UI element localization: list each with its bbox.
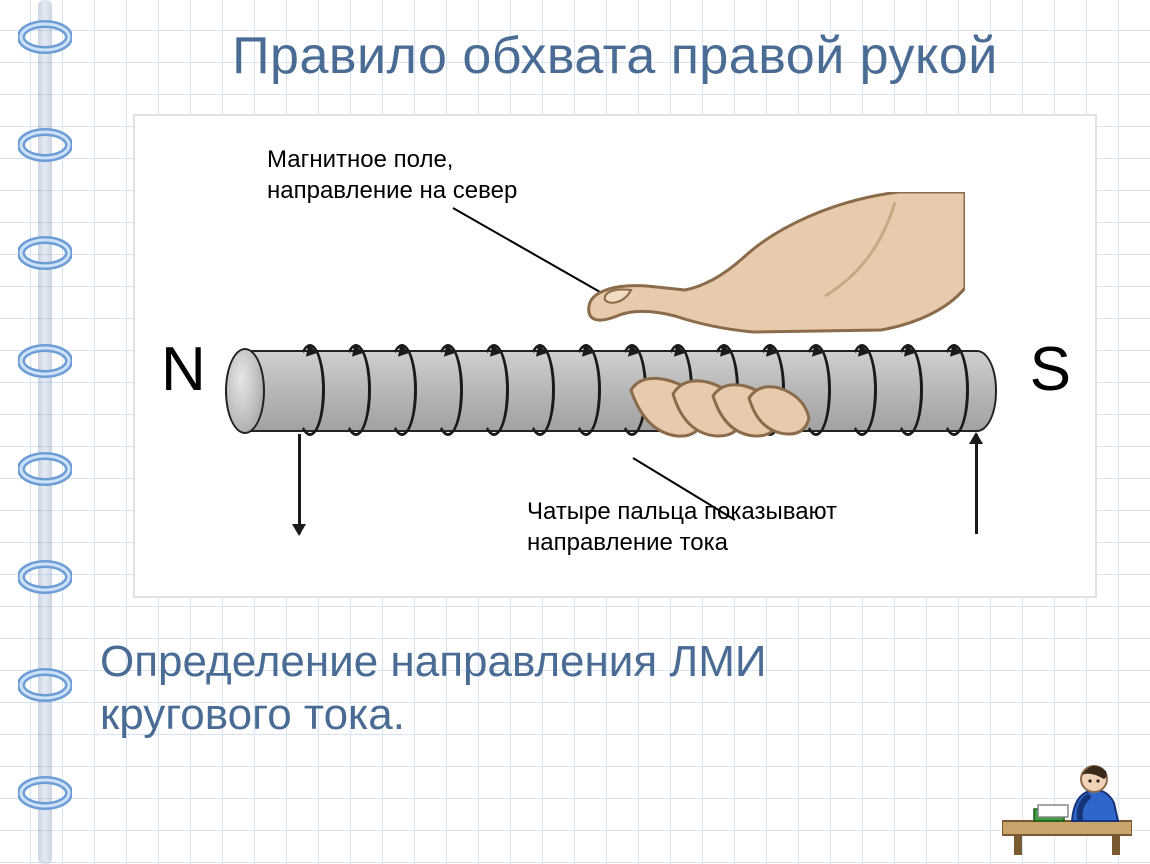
spiral-binding	[18, 0, 72, 864]
right-hand-icon	[565, 192, 965, 452]
caption: Определение направления ЛМИ кругового то…	[100, 636, 1130, 742]
label-top-line1: Магнитное поле,	[267, 146, 453, 173]
wire-lead-right	[975, 434, 978, 534]
label-current-direction: Чатыре пальца показывают направление ток…	[527, 496, 837, 558]
coil-loop	[341, 344, 371, 436]
label-top-line2: направление на север	[267, 177, 517, 204]
diagram-box: Магнитное поле, направление на север Чат…	[133, 114, 1097, 598]
page-title: Правило обхвата правой рукой	[100, 26, 1130, 86]
north-pole-label: N	[161, 334, 206, 405]
student-icon	[1002, 751, 1132, 856]
label-bottom-line1: Чатыре пальца показывают	[527, 498, 837, 525]
coil-loop	[295, 344, 325, 436]
slide-content: Правило обхвата правой рукой Магнитное п…	[100, 10, 1130, 854]
label-bottom-line2: направление тока	[527, 529, 728, 556]
coil-loop	[433, 344, 463, 436]
south-pole-label: S	[1030, 334, 1071, 405]
solenoid-endcap	[225, 348, 265, 434]
coil-loop	[479, 344, 509, 436]
caption-line2: кругового тока.	[100, 690, 405, 739]
caption-line1: Определение направления ЛМИ	[100, 637, 767, 686]
coil-loop	[525, 344, 555, 436]
coil-loop	[387, 344, 417, 436]
wire-lead-left	[298, 434, 301, 534]
label-magnetic-field: Магнитное поле, направление на север	[267, 144, 517, 206]
